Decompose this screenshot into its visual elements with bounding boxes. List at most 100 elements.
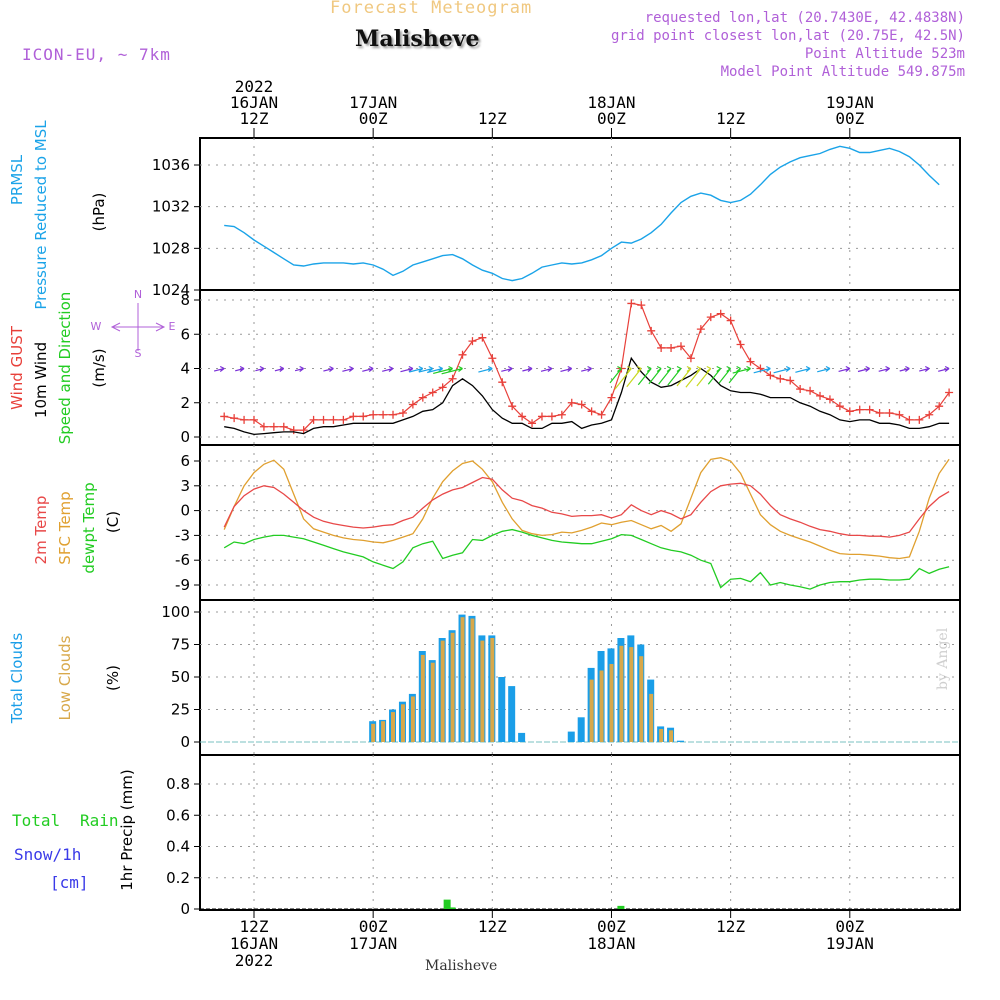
gust-marker <box>895 410 904 419</box>
low-cloud-bar <box>609 664 614 742</box>
gust-marker <box>289 426 298 435</box>
y-tick-label: 0 <box>180 502 190 520</box>
series-line-prmsl <box>224 145 940 282</box>
y-tick-label: 6 <box>180 325 190 343</box>
compass-e: E <box>169 320 176 333</box>
label-snow-unit: [cm] <box>50 873 89 892</box>
label-rain: Rain <box>80 811 119 830</box>
wind-direction-arrow <box>400 365 414 373</box>
gust-marker <box>398 409 407 418</box>
y-tick-label: -3 <box>175 526 190 544</box>
x-tick-label-top: 12Z <box>478 109 507 128</box>
gust-marker <box>319 415 328 424</box>
y-tick-label: 50 <box>171 668 190 686</box>
wind-direction-arrow <box>342 365 354 372</box>
x-tick-label-top: 00Z <box>835 109 864 128</box>
gust-marker <box>250 415 258 424</box>
x-tick-label-top: 00Z <box>359 109 388 128</box>
wind-direction-arrow <box>919 365 930 372</box>
gust-marker <box>488 354 497 363</box>
series-line-2m-temp <box>223 476 950 538</box>
low-cloud-bar <box>381 721 386 742</box>
wind-direction-arrow <box>213 365 225 372</box>
x-tick-label-bottom: 19JAN <box>826 934 874 953</box>
gust-marker <box>478 333 487 342</box>
wind-direction-arrow <box>294 365 305 372</box>
x-tick-label-bottom: 00Z <box>835 917 864 936</box>
wind-direction-arrow <box>667 365 682 386</box>
y-tick-label: 0.8 <box>166 775 190 793</box>
wind-direction-arrow <box>560 365 573 372</box>
gust-marker <box>667 343 676 352</box>
gust-marker <box>557 410 566 419</box>
low-cloud-bar <box>391 712 396 742</box>
gust-marker <box>518 412 527 421</box>
wind-direction-arrow <box>409 365 424 373</box>
x-tick-label-bottom: 12Z <box>478 917 507 936</box>
gust-marker <box>935 402 944 411</box>
wind-direction-arrow <box>441 365 463 375</box>
low-cloud-bar <box>430 662 435 742</box>
y-tick-label: 1032 <box>152 198 190 216</box>
gust-marker <box>438 383 447 392</box>
wind-direction-arrow <box>795 365 811 373</box>
x-tick-label-top: 12Z <box>716 109 745 128</box>
gust-marker <box>269 422 278 431</box>
wind-direction-arrow <box>255 365 265 372</box>
gust-marker <box>845 407 854 416</box>
unit-precip: 1hr Precip (mm) <box>118 769 136 890</box>
gust-marker <box>498 378 507 387</box>
gust-marker <box>547 412 556 421</box>
gust-marker <box>746 357 755 366</box>
x-tick-label-top: 18JAN <box>587 93 635 112</box>
gust-marker <box>875 409 884 418</box>
gust-marker <box>389 410 398 419</box>
y-tick-label: -6 <box>175 551 190 569</box>
wind-direction-arrow <box>878 365 890 372</box>
compass-rose <box>110 303 166 351</box>
gust-marker <box>379 410 388 419</box>
y-tick-label: 6 <box>180 452 190 470</box>
unit-temp: (C) <box>104 511 122 533</box>
label-total-clouds: Total Clouds <box>8 633 26 725</box>
panel-pressure <box>194 137 961 291</box>
label-snow: Snow/1h <box>14 845 81 864</box>
y-tick-label: 3 <box>180 477 190 495</box>
gust-marker <box>736 340 745 349</box>
gust-marker <box>825 395 834 404</box>
total-cloud-bar <box>498 677 506 742</box>
gust-marker <box>220 412 229 421</box>
wind-direction-arrow <box>838 365 851 372</box>
gust-marker <box>835 402 844 411</box>
compass-s: S <box>135 347 142 360</box>
total-cloud-bar <box>577 717 585 742</box>
wind-direction-arrow <box>857 365 871 373</box>
gust-marker <box>627 299 636 308</box>
wind-direction-arrow <box>478 365 493 373</box>
gust-marker <box>240 415 249 424</box>
wind-direction-arrow <box>685 365 702 388</box>
gust-marker <box>945 388 954 397</box>
wind-direction-arrow <box>899 365 910 372</box>
x-tick-label-top: 17JAN <box>349 93 397 112</box>
panel-clouds <box>194 599 961 756</box>
panel-frame-precip <box>199 754 961 911</box>
y-tick-label: 0 <box>180 428 190 446</box>
gust-marker <box>607 393 616 402</box>
rain-bar <box>448 907 456 909</box>
y-tick-label: 0 <box>180 900 190 918</box>
wind-direction-arrow <box>501 365 513 372</box>
gust-marker <box>855 405 864 414</box>
panel-wind <box>194 289 961 446</box>
gust-marker <box>349 412 358 421</box>
gust-marker <box>259 422 268 431</box>
gust-marker <box>686 354 695 363</box>
gust-marker <box>696 325 705 334</box>
series-line-gust <box>224 302 950 431</box>
gust-marker <box>359 412 368 421</box>
gust-marker <box>230 414 239 423</box>
x-tick-label-top: 16JAN <box>230 93 278 112</box>
gust-marker <box>537 412 546 421</box>
wind-direction-arrow <box>707 365 722 385</box>
low-cloud-bar <box>460 617 465 742</box>
